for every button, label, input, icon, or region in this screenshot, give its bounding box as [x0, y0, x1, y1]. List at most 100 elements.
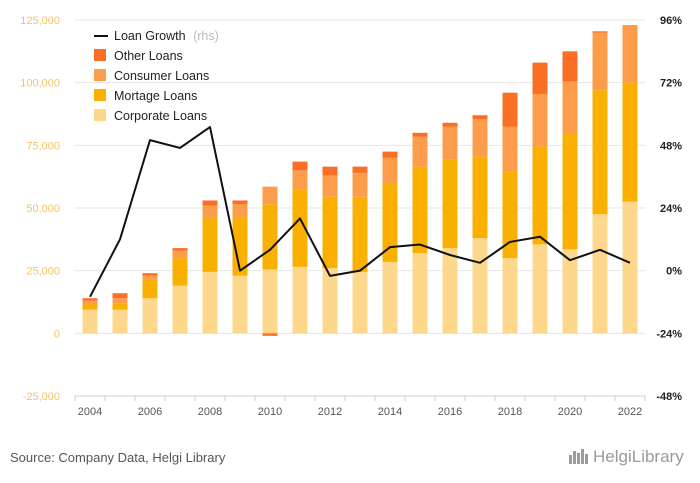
bar-mortage-loans-2011 [292, 189, 308, 267]
bar-other-loans-2016 [442, 122, 458, 127]
bar-mortage-loans-2009 [232, 218, 248, 276]
x-tick-label: 2022 [618, 406, 642, 418]
y-right-tick-label: 96% [660, 15, 682, 27]
x-tick-label: 2008 [198, 406, 222, 418]
bar-corporate-loans-2006 [142, 298, 158, 334]
x-tick-label: 2004 [78, 406, 102, 418]
x-tick-label: 2014 [378, 406, 402, 418]
source-note: Source: Company Data, Helgi Library [10, 450, 226, 465]
y-left-tick-label: 25,000 [26, 266, 60, 278]
bar-corporate-loans-2015 [412, 253, 428, 334]
y-left-tick-label: 100,000 [20, 78, 60, 90]
bar-consumer-loans-2021 [592, 32, 608, 91]
bar-consumer-loans-2011 [292, 170, 308, 190]
bar-other-loans-2012 [322, 166, 338, 176]
y-left-tick-label: 125,000 [20, 15, 60, 27]
bar-mortage-loans-2004 [82, 304, 98, 310]
bar-mortage-loans-2006 [142, 279, 158, 299]
bar-mortage-loans-2010 [262, 204, 278, 270]
loans-chart: -25,000 0 25,000 50,000 75,000 100,000 125,000… [20, 15, 682, 418]
y-right-tick-label: -48% [656, 391, 682, 403]
city-skyline-icon [568, 448, 590, 469]
y-left-tick-label: 0 [54, 328, 60, 340]
y-left-tick-label: -25,000 [23, 391, 60, 403]
legend-swatch-corporate-loans [94, 109, 106, 121]
bar-corporate-loans-2013 [352, 271, 368, 334]
x-tick-label: 2018 [498, 406, 522, 418]
legend-swatch-other-loans [94, 49, 106, 61]
logo-text: HelgiLibrary [593, 447, 684, 466]
y-right-tick-label: -24% [656, 328, 682, 340]
bar-corporate-loans-2007 [172, 285, 188, 334]
bar-other-loans-2018 [502, 92, 518, 127]
bar-consumer-loans-2018 [502, 126, 518, 172]
y-right-tick-label: 0% [666, 266, 682, 278]
bar-mortage-loans-2015 [412, 166, 428, 254]
bar-corporate-loans-2016 [442, 248, 458, 334]
helgi-library-logo: HelgiLibrary [568, 447, 684, 469]
bar-other-loans-2006 [142, 273, 158, 276]
bar-mortage-loans-2013 [352, 196, 368, 272]
bar-mortage-loans-2018 [502, 171, 518, 259]
legend-label-loan-growth: Loan Growth (rhs) [114, 29, 219, 43]
bar-other-loans-2014 [382, 151, 398, 158]
legend-swatch-consumer-loans [94, 69, 106, 81]
bar-consumer-loans-2006 [142, 275, 158, 280]
bar-consumer-loans-2010 [262, 186, 278, 205]
bar-other-loans-2010 [262, 333, 278, 336]
bar-other-loans-2017 [472, 115, 488, 120]
x-tick-label: 2010 [258, 406, 282, 418]
y-right-tick-label: 24% [660, 203, 682, 215]
bar-mortage-loans-2007 [172, 258, 188, 286]
bar-mortage-loans-2008 [202, 218, 218, 272]
x-tick-label: 2006 [138, 406, 162, 418]
bar-corporate-loans-2004 [82, 309, 98, 334]
x-tick-label: 2020 [558, 406, 582, 418]
legend-label-mortage-loans: Mortage Loans [114, 89, 197, 103]
bar-consumer-loans-2014 [382, 157, 398, 183]
bar-consumer-loans-2022 [622, 25, 638, 83]
bar-mortage-loans-2016 [442, 159, 458, 249]
legend-label-corporate-loans: Corporate Loans [114, 109, 207, 123]
bar-consumer-loans-2012 [322, 175, 338, 197]
legend-swatch-mortage-loans [94, 89, 106, 101]
bar-consumer-loans-2020 [562, 81, 578, 135]
bar-other-loans-2005 [112, 293, 128, 299]
bar-consumer-loans-2009 [232, 204, 248, 219]
bar-corporate-loans-2019 [532, 244, 548, 334]
bar-other-loans-2009 [232, 200, 248, 205]
bar-consumer-loans-2005 [112, 298, 128, 304]
y-right-tick-label: 48% [660, 140, 682, 152]
bar-mortage-loans-2017 [472, 156, 488, 239]
bar-mortage-loans-2012 [322, 196, 338, 269]
bar-corporate-loans-2009 [232, 275, 248, 334]
bar-other-loans-2011 [292, 161, 308, 171]
bar-other-loans-2007 [172, 248, 188, 251]
bar-corporate-loans-2008 [202, 271, 218, 334]
bar-mortage-loans-2021 [592, 90, 608, 215]
bar-corporate-loans-2021 [592, 214, 608, 334]
bar-consumer-loans-2007 [172, 250, 188, 259]
bar-corporate-loans-2010 [262, 269, 278, 334]
y-right-tick-label: 72% [660, 78, 682, 90]
bar-consumer-loans-2019 [532, 93, 548, 147]
bar-consumer-loans-2008 [202, 205, 218, 219]
legend-label-other-loans: Other Loans [114, 49, 183, 63]
bar-other-loans-2021 [592, 31, 608, 33]
bar-corporate-loans-2014 [382, 261, 398, 334]
bar-corporate-loans-2017 [472, 238, 488, 334]
bar-corporate-loans-2005 [112, 309, 128, 334]
bar-other-loans-2015 [412, 132, 428, 137]
bar-other-loans-2004 [82, 298, 98, 301]
bar-other-loans-2008 [202, 200, 218, 206]
legend-label-consumer-loans: Consumer Loans [114, 69, 209, 83]
bar-mortage-loans-2022 [622, 82, 638, 202]
y-left-tick-label: 50,000 [26, 203, 60, 215]
bar-other-loans-2019 [532, 62, 548, 94]
bar-corporate-loans-2020 [562, 249, 578, 334]
bar-other-loans-2013 [352, 166, 368, 173]
y-left-tick-label: 75,000 [26, 140, 60, 152]
bar-mortage-loans-2005 [112, 303, 128, 310]
bar-corporate-loans-2022 [622, 201, 638, 334]
